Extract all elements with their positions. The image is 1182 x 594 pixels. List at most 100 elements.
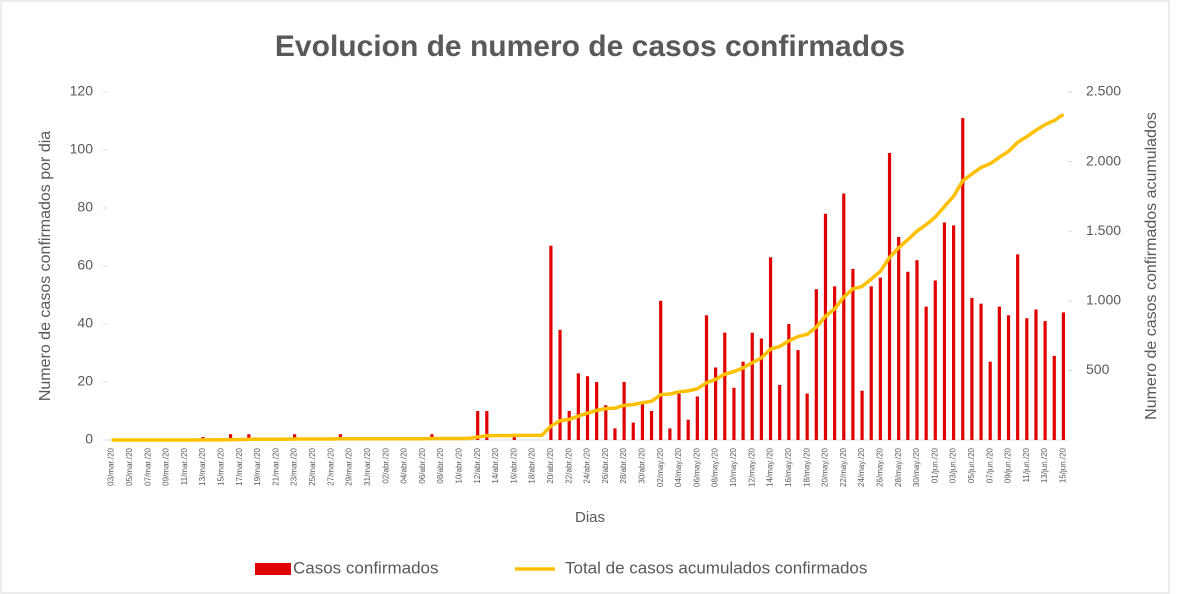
bar (228, 434, 233, 440)
legend-label: Total de casos acumulados confirmados (565, 558, 867, 577)
bar (951, 225, 956, 440)
bar (1034, 309, 1038, 440)
bar (622, 382, 626, 440)
x-tick-label: 08/may./20 (711, 447, 720, 487)
bar (906, 271, 910, 440)
y2-axis-title: Numero de casos confirmados acumulados (1143, 112, 1160, 420)
bar (585, 376, 590, 440)
x-tick-label: 17/mar./20 (235, 447, 244, 485)
bar (814, 289, 818, 440)
x-tick-label: 11/mar./20 (180, 447, 189, 485)
x-tick-label: 18/abr./20 (528, 447, 537, 483)
bar (988, 361, 992, 440)
x-tick-label: 28/may./20 (894, 447, 903, 487)
x-tick-label: 23/mar./20 (290, 447, 299, 485)
x-tick-label: 26/abr./20 (601, 447, 610, 483)
bar (1016, 254, 1020, 440)
bar (805, 393, 809, 440)
x-tick-label: 08/abr./20 (436, 447, 445, 483)
x-tick-label: 07/mar./20 (143, 447, 152, 485)
bar (293, 434, 297, 440)
bar (659, 300, 663, 440)
bar (759, 338, 763, 440)
bar (247, 434, 251, 440)
x-tick-label: 09/jun./20 (1004, 447, 1013, 483)
bar (842, 193, 846, 440)
bar (686, 419, 690, 440)
line (111, 112, 1065, 442)
bar (750, 332, 754, 440)
bar (677, 393, 681, 440)
bar (1052, 355, 1056, 440)
bar (613, 428, 617, 440)
x-tick-label: 12/may./20 (747, 447, 756, 487)
x-tick-label: 12/abr./20 (473, 447, 482, 483)
y2-tick-label: 500 (1086, 361, 1110, 377)
bar (723, 332, 727, 440)
y-tick-label: 100 (70, 141, 94, 157)
bar (695, 396, 699, 440)
x-tick-label: 03/jun./20 (949, 447, 958, 483)
x-tick-label: 19/mar./20 (253, 447, 262, 485)
x-tick-label: 16/abr./20 (509, 447, 518, 483)
x-tick-label: 14/abr./20 (491, 447, 500, 483)
x-tick-label: 30/may./20 (912, 447, 921, 487)
x-tick-label: 29/mar./20 (345, 447, 354, 485)
bar (851, 268, 855, 440)
bar (640, 402, 645, 440)
bar (649, 411, 654, 440)
bar (878, 277, 882, 440)
x-tick-label: 16/may./20 (784, 447, 793, 487)
bar (970, 297, 974, 440)
x-tick-label: 01/jun./20 (930, 447, 939, 483)
bar (887, 152, 892, 440)
bar (823, 213, 828, 440)
y-tick-label: 60 (77, 257, 93, 273)
bar (741, 361, 745, 440)
x-tick-label: 04/abr./20 (400, 447, 409, 483)
bar (631, 422, 635, 440)
x-tick-label: 15/jun./20 (1059, 447, 1068, 483)
bar (869, 286, 873, 440)
x-tick-label: 25/mar./20 (308, 447, 317, 485)
bar (796, 350, 800, 440)
x-tick-label: 07/jun./20 (985, 447, 994, 483)
y2-tick-label: 2.500 (1086, 83, 1121, 99)
bar (933, 280, 937, 440)
bar (961, 118, 965, 440)
x-axis-title: Dias (575, 509, 605, 526)
bar (787, 324, 791, 440)
bar (714, 367, 718, 440)
x-tick-label: 24/may./20 (857, 447, 866, 487)
bar (924, 306, 928, 440)
x-tick-label: 02/may./20 (656, 447, 665, 487)
bar (897, 237, 901, 440)
bar (1025, 318, 1029, 440)
x-tick-label: 02/abr./20 (381, 447, 390, 483)
x-tick-label: 21/mar./20 (271, 447, 280, 485)
bar (979, 303, 983, 440)
x-tick-label: 22/abr./20 (564, 447, 573, 483)
y-axis-title: Numero de casos confirmados por dia (37, 131, 54, 401)
x-tick-label: 11/jun./20 (1022, 447, 1031, 482)
bar (558, 329, 562, 440)
bar (576, 373, 580, 440)
x-tick-label: 14/may./20 (766, 447, 775, 487)
y2-tick-label: 1.000 (1086, 292, 1121, 308)
legend-label: Casos confirmados (293, 558, 439, 577)
bar (778, 384, 782, 440)
legend-swatch (255, 563, 291, 575)
y-tick-label: 120 (70, 83, 94, 99)
bar (567, 411, 571, 440)
x-tick-label: 10/may./20 (729, 447, 738, 487)
chart-title: Evolucion de numero de casos confirmados (275, 30, 905, 63)
x-tick-label: 20/abr./20 (546, 447, 555, 483)
bar (704, 315, 709, 440)
bar (604, 405, 608, 440)
x-tick-label: 20/may./20 (821, 447, 830, 487)
bar (1006, 315, 1011, 440)
bar (476, 411, 480, 440)
x-tick-label: 24/abr./20 (583, 447, 592, 483)
